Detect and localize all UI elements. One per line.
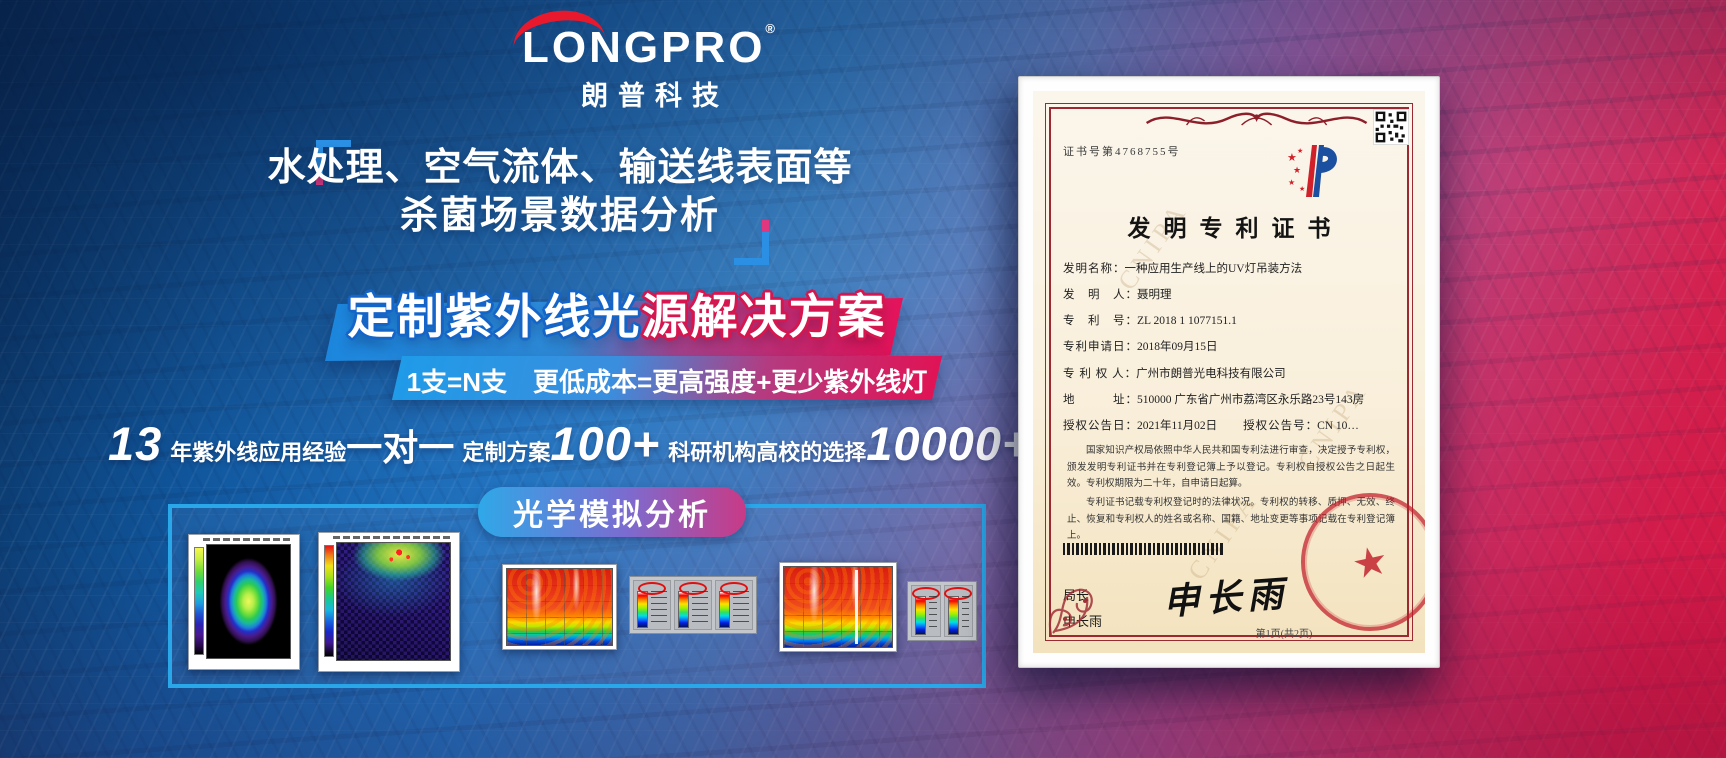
logo-text: LONGPRO (521, 23, 766, 72)
headline-line2: 杀菌场景数据分析 (399, 195, 720, 238)
certificate-paragraph-2: 专利证书记载专利权登记时的法律状况。专利权的转移、质押、无效、终止、恢复和专利权… (1067, 497, 1395, 542)
corner-flourish-icon (1048, 588, 1093, 636)
colorbar-icon (915, 596, 926, 635)
ribbon-title-left: 定制紫外线光 (347, 290, 642, 343)
optical-analysis-badge: 光学模拟分析 (478, 487, 746, 537)
ornament-flourish-icon (1145, 112, 1368, 126)
stat-experience-label: 年紫外线应用经验 (170, 440, 347, 465)
colorbar-unit (633, 580, 671, 630)
certificate-fields: 发明名称：一种应用生产线上的UV灯吊装方法 发 明 人：聂明理 专 利 号：ZL… (1063, 263, 1399, 446)
certificate-paragraph-1: 国家知识产权局依照中华人民共和国专利法进行审查，决定授予专利权，颁发发明专利证书… (1067, 446, 1395, 490)
page-footer: 第1页(共2页) (1255, 629, 1313, 640)
ribbon-title-right: 源解决方案 (641, 290, 887, 343)
field-grant: 授权公告日：2021年11月02日 授权公告号：CN 10… (1063, 419, 1359, 432)
colorbar-ticks (733, 591, 749, 625)
colorbar-unit (911, 585, 941, 637)
svg-text:★: ★ (1288, 178, 1295, 187)
field-invention-name: 发明名称：一种应用生产线上的UV灯吊装方法 (1063, 263, 1303, 275)
colorbar-icon (324, 545, 334, 657)
stat-experience: 13 年紫外线应用经验 (108, 416, 346, 471)
quote-bracket-close-icon (734, 220, 769, 265)
sim-title-placeholder (333, 536, 453, 539)
stat-one-on-one: 一对一 定制方案 (346, 419, 550, 471)
stat-institutions-label: 科研机构高校的选择 (668, 440, 867, 465)
svg-text:★: ★ (1297, 147, 1303, 155)
field-patentee: 专 利 权 人：广州市朗普光电科技有限公司 (1063, 367, 1286, 380)
registered-mark: ® (765, 21, 779, 36)
stat-experience-value: 13 (108, 417, 163, 470)
stat-institutions: 100+ 科研机构高校的选择 (550, 416, 866, 471)
star-icon: ★ (1347, 536, 1393, 588)
cnipa-logo-icon: ★ ★ ★ ★ ★ (1287, 145, 1337, 197)
colorbar-icon (947, 596, 959, 635)
colorbar-ticks (961, 596, 969, 632)
svg-text:★: ★ (1287, 152, 1297, 164)
colorbar-icon (637, 591, 648, 628)
stats-row: 13 年紫外线应用经验 一对一 定制方案 100+ 科研机构高校的选择 1000… (108, 416, 1170, 471)
patent-certificate: CNIPA CNIPA CNIPA 证书号第4768755号 ★ ★ ★ ★ ★ (1033, 91, 1425, 653)
colorbar-icon (678, 591, 689, 628)
irradiance-map-blob (188, 534, 300, 670)
certificate-title: 发明专利证书 (1127, 216, 1344, 241)
barcode (1063, 543, 1223, 555)
director-signature: 申长雨 (1161, 573, 1291, 623)
colorbar-icon (719, 591, 730, 628)
sim-title-placeholder (203, 538, 293, 541)
certificate-body: 国家知识产权局依照中华人民共和国专利法进行审查，决定授予专利权，颁发发明专利证书… (1067, 443, 1395, 547)
svg-text:★: ★ (1299, 185, 1305, 193)
stat-cases-value: 10000+ (866, 417, 1031, 470)
stat-institutions-value: 100+ (550, 417, 661, 470)
field-application-date: 专利申请日：2018年09月15日 (1063, 341, 1218, 354)
stat-one-on-one-label: 定制方案 (462, 440, 551, 465)
headline-line1: 水处理、空气流体、输送线表面等 (267, 147, 853, 189)
uv-intensity-heatmap-wide (779, 562, 897, 652)
headline: 水处理、空气流体、输送线表面等 杀菌场景数据分析 (110, 144, 1010, 241)
quote-bracket-open-icon (316, 140, 351, 185)
intensity-colorbar-legend-x2 (907, 581, 977, 641)
heatmap-plot (506, 568, 613, 646)
colorbar-unit (715, 580, 753, 630)
certificate-number: 证书号第4768755号 (1063, 146, 1181, 158)
logo-wordmark: LONGPRO® (509, 5, 778, 72)
field-address: 地 址：510000 广东省广州市荔湾区永乐路23号143房 (1063, 393, 1365, 406)
stat-one-on-one-value: 一对一 (346, 427, 455, 468)
qr-code (1373, 109, 1409, 145)
ribbon-subtitle: 1支=N支 更低成本=更高强度+更少紫外线灯 (406, 367, 928, 397)
logo-chinese-name: 朗普科技 (581, 81, 729, 111)
colorbar-panel (907, 581, 977, 641)
patent-certificate-frame: CNIPA CNIPA CNIPA 证书号第4768755号 ★ ★ ★ ★ ★ (1018, 76, 1440, 668)
field-inventor: 发 明 人：聂明理 (1063, 289, 1172, 302)
ribbon-title: 定制紫外线光源解决方案 (322, 288, 912, 347)
colorbar-ticks (929, 596, 937, 632)
field-patent-number: 专 利 号：ZL 2018 1 1077151.1 (1063, 315, 1237, 328)
heatmap-plot (336, 542, 451, 661)
uv-intensity-heatmap (502, 564, 617, 650)
director-label: 局长 (1063, 588, 1090, 603)
irradiance-map-scatter (318, 532, 460, 672)
heatmap-plot (206, 544, 291, 659)
svg-text:★: ★ (1293, 165, 1301, 175)
colorbar-panel (629, 576, 757, 634)
brand-logo: LONGPRO® 朗普科技 (500, 5, 800, 113)
colorbar-ticks (651, 591, 667, 625)
heatmap-plot (783, 566, 893, 648)
colorbar-ticks (692, 591, 708, 625)
highlight-ellipse-icon (944, 587, 973, 600)
colorbar-icon (194, 547, 204, 655)
intensity-colorbar-legend-x3 (629, 576, 757, 634)
colorbar-unit (674, 580, 712, 630)
colorbar-unit (943, 585, 973, 637)
highlight-ellipse-icon (911, 587, 940, 600)
